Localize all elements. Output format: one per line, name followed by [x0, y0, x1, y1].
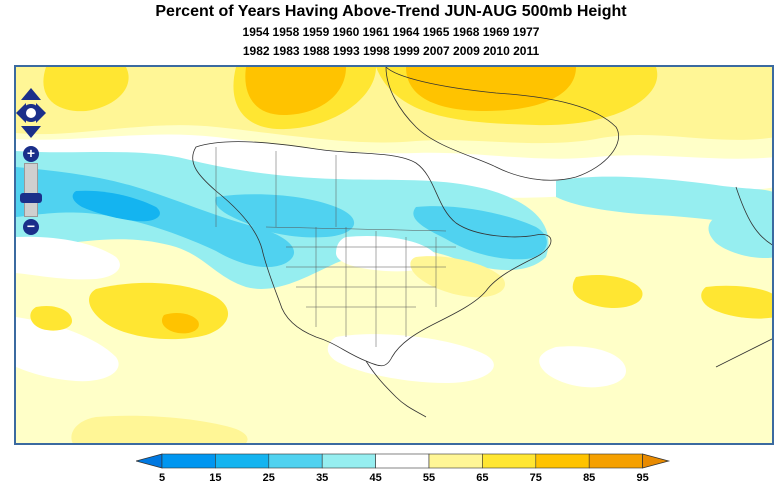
- zoom-in-button[interactable]: +: [23, 146, 39, 162]
- legend-swatch: [161, 453, 216, 469]
- blue-core-canada: [215, 194, 355, 238]
- political-boundaries: [215, 147, 456, 347]
- white-patch-west: [16, 236, 120, 280]
- coastlines: [192, 67, 772, 418]
- legend-swatch: [482, 453, 537, 469]
- pan-control[interactable]: [16, 88, 46, 138]
- zoom-slider-track[interactable]: [24, 163, 38, 217]
- pan-right-icon: [36, 103, 46, 123]
- legend-swatch: [321, 453, 376, 469]
- map-view[interactable]: [14, 65, 774, 445]
- arctic-core-west: [43, 67, 129, 112]
- legend-swatch: [535, 453, 590, 469]
- map-title: Percent of Years Having Above-Trend JUN-…: [155, 3, 627, 20]
- legend-tick-label: 75: [529, 472, 542, 484]
- years-line-2: 1982 1983 1988 1993 1998 1999 2007 2009 …: [242, 44, 540, 58]
- yellow-high-atlantic: [572, 274, 643, 309]
- legend-arrow-low: [136, 453, 163, 469]
- legend-tick-label: 25: [262, 472, 275, 484]
- legend-swatch: [215, 453, 270, 469]
- legend-swatch: [588, 453, 643, 469]
- pan-up-icon: [21, 88, 41, 100]
- legend-swatch: [375, 453, 430, 469]
- legend-swatch: [428, 453, 483, 469]
- legend-tick-label: 45: [369, 472, 382, 484]
- yellow-high-europe: [701, 285, 772, 319]
- pan-left-icon: [16, 103, 26, 123]
- legend-tick-label: 85: [583, 472, 596, 484]
- years-line-1: 1954 1958 1959 1960 1961 1964 1965 1968 …: [242, 25, 540, 39]
- legend-tick-label: 35: [316, 472, 329, 484]
- zoom-slider-handle[interactable]: [20, 193, 42, 203]
- white-patch-gulf: [327, 334, 494, 383]
- pan-down-icon: [21, 126, 41, 138]
- cyan-patch-europe: [708, 215, 772, 258]
- legend-arrow-high: [642, 453, 671, 469]
- legend-colorbar: [136, 453, 671, 469]
- yellow-high-west: [30, 305, 72, 331]
- legend-tick-label: 55: [422, 472, 436, 484]
- orange-core-pacific: [161, 313, 199, 334]
- zoom-out-button[interactable]: −: [23, 219, 39, 235]
- white-patch-southwest: [16, 317, 119, 382]
- white-patch-atlantic-south: [539, 346, 626, 388]
- legend-tick-label: 5: [158, 472, 166, 484]
- legend-tick-label: 65: [476, 472, 489, 484]
- legend-tick-label: 95: [636, 472, 649, 484]
- height-anomaly-map: [16, 67, 772, 443]
- legend-tick-label: 15: [209, 472, 222, 484]
- deep-blue-core: [72, 190, 160, 222]
- cyan-patch-atlantic: [556, 176, 772, 227]
- arctic-orange-1: [245, 67, 346, 115]
- yellow-patch-south: [71, 415, 248, 443]
- legend-swatch: [268, 453, 323, 469]
- arctic-orange-2: [406, 67, 576, 111]
